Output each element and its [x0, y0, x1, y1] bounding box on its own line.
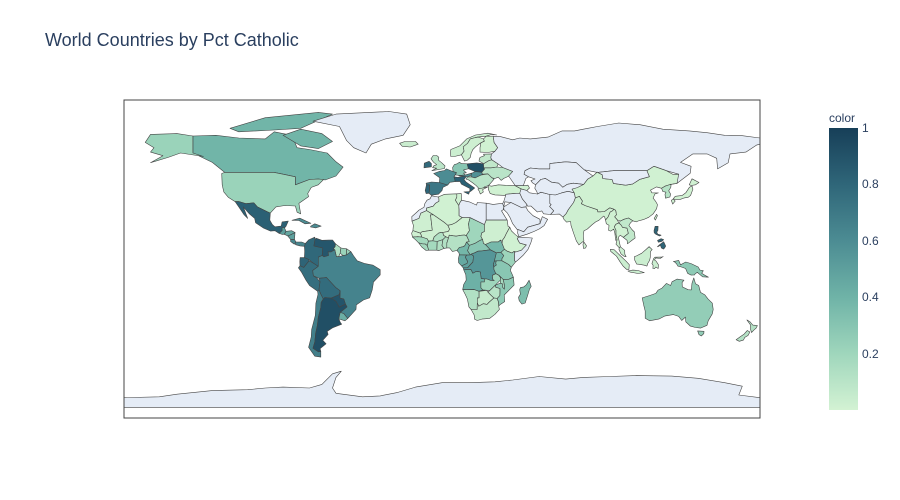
region-kyushu[interactable]: Kyushu	[670, 198, 676, 205]
region-borneo[interactable]: Borneo	[634, 246, 653, 267]
region-italy[interactable]: Italy	[453, 175, 476, 193]
region-greenland[interactable]: Greenland	[312, 111, 411, 154]
region-cuba[interactable]: Cuba	[291, 217, 312, 225]
region-uruguay[interactable]: Uruguay	[338, 312, 349, 322]
region-korea[interactable]: Korea	[661, 183, 672, 199]
region-hokkaido[interactable]: Hokkaido	[688, 178, 700, 186]
region-south-sudan[interactable]: South Sudan	[485, 239, 505, 254]
region-south-africa[interactable]: South Africa	[470, 297, 500, 321]
region-mongolia[interactable]: Mongolia	[596, 170, 650, 186]
colorbar-tick: 0.2	[862, 346, 879, 361]
colorbar-tick: 1	[862, 121, 869, 135]
region-antarctica[interactable]: Antarctica	[124, 370, 760, 408]
region-malay-peninsula[interactable]: Malay Peninsula	[618, 246, 627, 258]
region-sri-lanka[interactable]: Sri Lanka	[582, 241, 587, 249]
colorbar	[829, 128, 858, 410]
region-finland[interactable]: Finland	[479, 135, 499, 153]
colorbar-tick: 0.8	[862, 177, 879, 192]
region-yemen-oman[interactable]: Yemen & Oman	[517, 216, 548, 237]
region-sumatra[interactable]: Sumatra	[610, 249, 630, 270]
region-philippines-luzon[interactable]: Philippines (Luzon)	[653, 226, 662, 237]
region-austria[interactable]: Austria	[458, 172, 473, 178]
region-tasmania[interactable]: Tasmania	[697, 330, 705, 337]
region-madagascar[interactable]: Madagascar	[518, 279, 532, 305]
region-indochina[interactable]: Indochina	[618, 217, 636, 245]
region-hispaniola[interactable]: Hispaniola	[310, 223, 322, 229]
region-mexico[interactable]: Mexico	[234, 201, 289, 234]
map-frame-border	[123, 99, 761, 419]
region-new-zealand-south[interactable]: New Zealand (South)	[735, 330, 751, 342]
region-ireland[interactable]: Ireland	[423, 161, 432, 169]
region-japan-honshu[interactable]: Japan (Honshu)	[672, 185, 694, 200]
region-java[interactable]: Java	[627, 269, 645, 274]
region-alaska-us[interactable]: Alaska (US)	[144, 133, 204, 163]
region-taiwan[interactable]: Taiwan	[653, 214, 658, 221]
colorbar-title: color	[829, 111, 856, 125]
region-greece[interactable]: Greece	[477, 186, 489, 195]
region-philippines-visayas[interactable]: Philippines (Visayas)	[657, 238, 665, 243]
region-argentina[interactable]: Argentina	[312, 297, 348, 353]
region-new-guinea[interactable]: New Guinea	[673, 260, 709, 278]
region-new-zealand-north[interactable]: New Zealand (North)	[746, 319, 758, 333]
country-layer: CanadaCanadian Arctic IslandsBaffin Isla…	[124, 111, 760, 408]
region-australia[interactable]: Australia	[641, 277, 714, 329]
region-philippines-mindanao[interactable]: Philippines (Mindanao)	[657, 241, 667, 250]
region-sicily[interactable]: Sicily	[463, 191, 470, 195]
region-united-kingdom[interactable]: United Kingdom	[430, 155, 446, 171]
region-iceland[interactable]: Iceland	[399, 141, 419, 148]
colorbar-tick: 0.6	[862, 233, 879, 248]
region-baffin-island[interactable]: Baffin Island	[282, 128, 333, 149]
chart-title: World Countries by Pct Catholic	[45, 30, 299, 50]
region-germany[interactable]: Germany	[452, 161, 469, 176]
region-nigeria[interactable]: Nigeria	[446, 234, 470, 252]
region-guatemala[interactable]: Guatemala	[278, 227, 287, 235]
colorbar-tick: 0.4	[862, 290, 879, 305]
region-nicaragua[interactable]: Nicaragua	[287, 232, 296, 240]
region-sulawesi[interactable]: Sulawesi	[651, 256, 664, 270]
